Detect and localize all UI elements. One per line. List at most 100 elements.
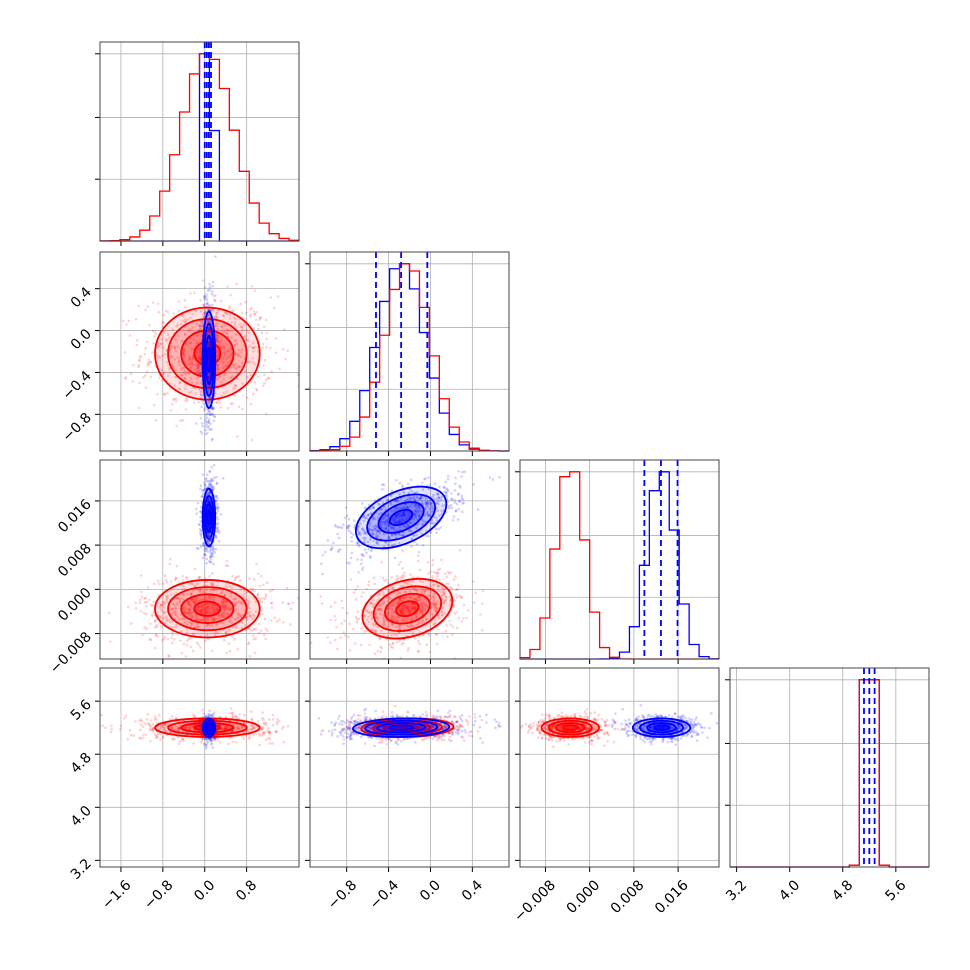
sample-point bbox=[213, 551, 217, 554]
sample-point bbox=[397, 615, 401, 619]
sample-point bbox=[215, 515, 219, 519]
sample-point bbox=[406, 618, 409, 621]
sample-point bbox=[228, 584, 231, 588]
sample-point bbox=[254, 345, 257, 349]
sample-point bbox=[208, 372, 211, 375]
sample-point bbox=[212, 595, 216, 599]
sample-point bbox=[144, 346, 147, 350]
sample-point bbox=[206, 308, 210, 312]
sample-point bbox=[184, 611, 187, 614]
sample-point bbox=[404, 590, 407, 594]
sample-point bbox=[211, 618, 214, 622]
red-density-fill bbox=[168, 587, 247, 631]
y-tick-label: −0.8 bbox=[59, 410, 94, 445]
sample-point bbox=[205, 302, 209, 305]
sample-point bbox=[216, 522, 220, 525]
sample-point bbox=[197, 365, 200, 368]
sample-point bbox=[201, 603, 204, 607]
sample-point bbox=[134, 607, 138, 610]
sample-point bbox=[187, 620, 190, 624]
sample-point bbox=[334, 525, 338, 528]
sample-point bbox=[370, 617, 374, 621]
sample-point bbox=[183, 377, 187, 380]
sample-point bbox=[427, 534, 430, 538]
panel-frame bbox=[99, 251, 300, 452]
sample-point bbox=[205, 480, 209, 483]
sample-point bbox=[365, 629, 368, 633]
sample-point bbox=[267, 376, 271, 380]
sample-point bbox=[229, 347, 233, 350]
sample-point bbox=[357, 571, 360, 574]
sample-point bbox=[168, 562, 172, 566]
sample-point bbox=[193, 367, 197, 371]
sample-point bbox=[336, 532, 339, 536]
sample-point bbox=[400, 575, 403, 579]
sample-point bbox=[414, 499, 417, 502]
panel-2-1 bbox=[310, 460, 509, 659]
sample-point bbox=[188, 610, 191, 614]
sample-point bbox=[396, 602, 400, 605]
sample-point bbox=[185, 575, 188, 579]
sample-point bbox=[460, 496, 464, 500]
sample-point bbox=[203, 406, 207, 410]
sample-point bbox=[396, 508, 400, 512]
sample-point bbox=[416, 559, 420, 563]
sample-point bbox=[171, 737, 175, 740]
sample-point bbox=[207, 499, 210, 503]
sample-point bbox=[158, 606, 162, 609]
sample-point bbox=[441, 593, 444, 597]
red-contour bbox=[361, 578, 454, 640]
sample-point bbox=[188, 362, 191, 366]
blue-contour bbox=[206, 509, 212, 526]
sample-point bbox=[110, 724, 113, 728]
sample-point bbox=[200, 537, 203, 540]
sample-point bbox=[225, 357, 228, 361]
sample-point bbox=[371, 622, 375, 626]
sample-point bbox=[160, 378, 164, 382]
sample-point bbox=[381, 483, 384, 486]
panel-frame bbox=[309, 251, 510, 452]
sample-point bbox=[434, 617, 438, 621]
sample-point bbox=[448, 506, 451, 510]
sample-point bbox=[198, 348, 202, 352]
sample-point bbox=[410, 537, 414, 541]
sample-point bbox=[431, 495, 434, 499]
sample-point bbox=[232, 625, 235, 629]
sample-point bbox=[278, 618, 281, 621]
sample-point bbox=[148, 728, 152, 731]
sample-point bbox=[443, 590, 446, 594]
sample-point bbox=[207, 303, 211, 307]
sample-point bbox=[413, 597, 416, 601]
sample-point bbox=[171, 364, 175, 367]
sample-point bbox=[232, 309, 235, 313]
red-contour bbox=[154, 579, 261, 639]
sample-point bbox=[144, 308, 147, 312]
sample-point bbox=[428, 594, 432, 597]
y-tick-label: 0.4 bbox=[68, 284, 95, 311]
sample-point bbox=[244, 334, 247, 337]
sample-point bbox=[228, 736, 231, 740]
sample-point bbox=[139, 598, 142, 602]
sample-point bbox=[344, 634, 347, 637]
sample-point bbox=[481, 589, 485, 592]
sample-point bbox=[412, 587, 416, 591]
grid-lines bbox=[100, 460, 299, 659]
sample-point bbox=[389, 604, 392, 607]
sample-point bbox=[444, 595, 448, 599]
sample-point bbox=[188, 327, 192, 331]
sample-point bbox=[398, 525, 402, 529]
sample-point bbox=[211, 554, 215, 558]
sample-point bbox=[263, 373, 266, 377]
sample-point bbox=[179, 597, 183, 600]
sample-point bbox=[148, 323, 151, 327]
sample-point bbox=[234, 362, 238, 366]
red-histogram-0 bbox=[99, 53, 300, 242]
sample-point bbox=[267, 731, 270, 735]
sample-point bbox=[197, 354, 201, 358]
sample-point bbox=[184, 383, 188, 387]
sample-point bbox=[425, 534, 428, 538]
sample-point bbox=[271, 588, 274, 592]
sample-point bbox=[399, 577, 402, 580]
sample-point bbox=[418, 642, 421, 646]
sample-point bbox=[183, 371, 186, 375]
